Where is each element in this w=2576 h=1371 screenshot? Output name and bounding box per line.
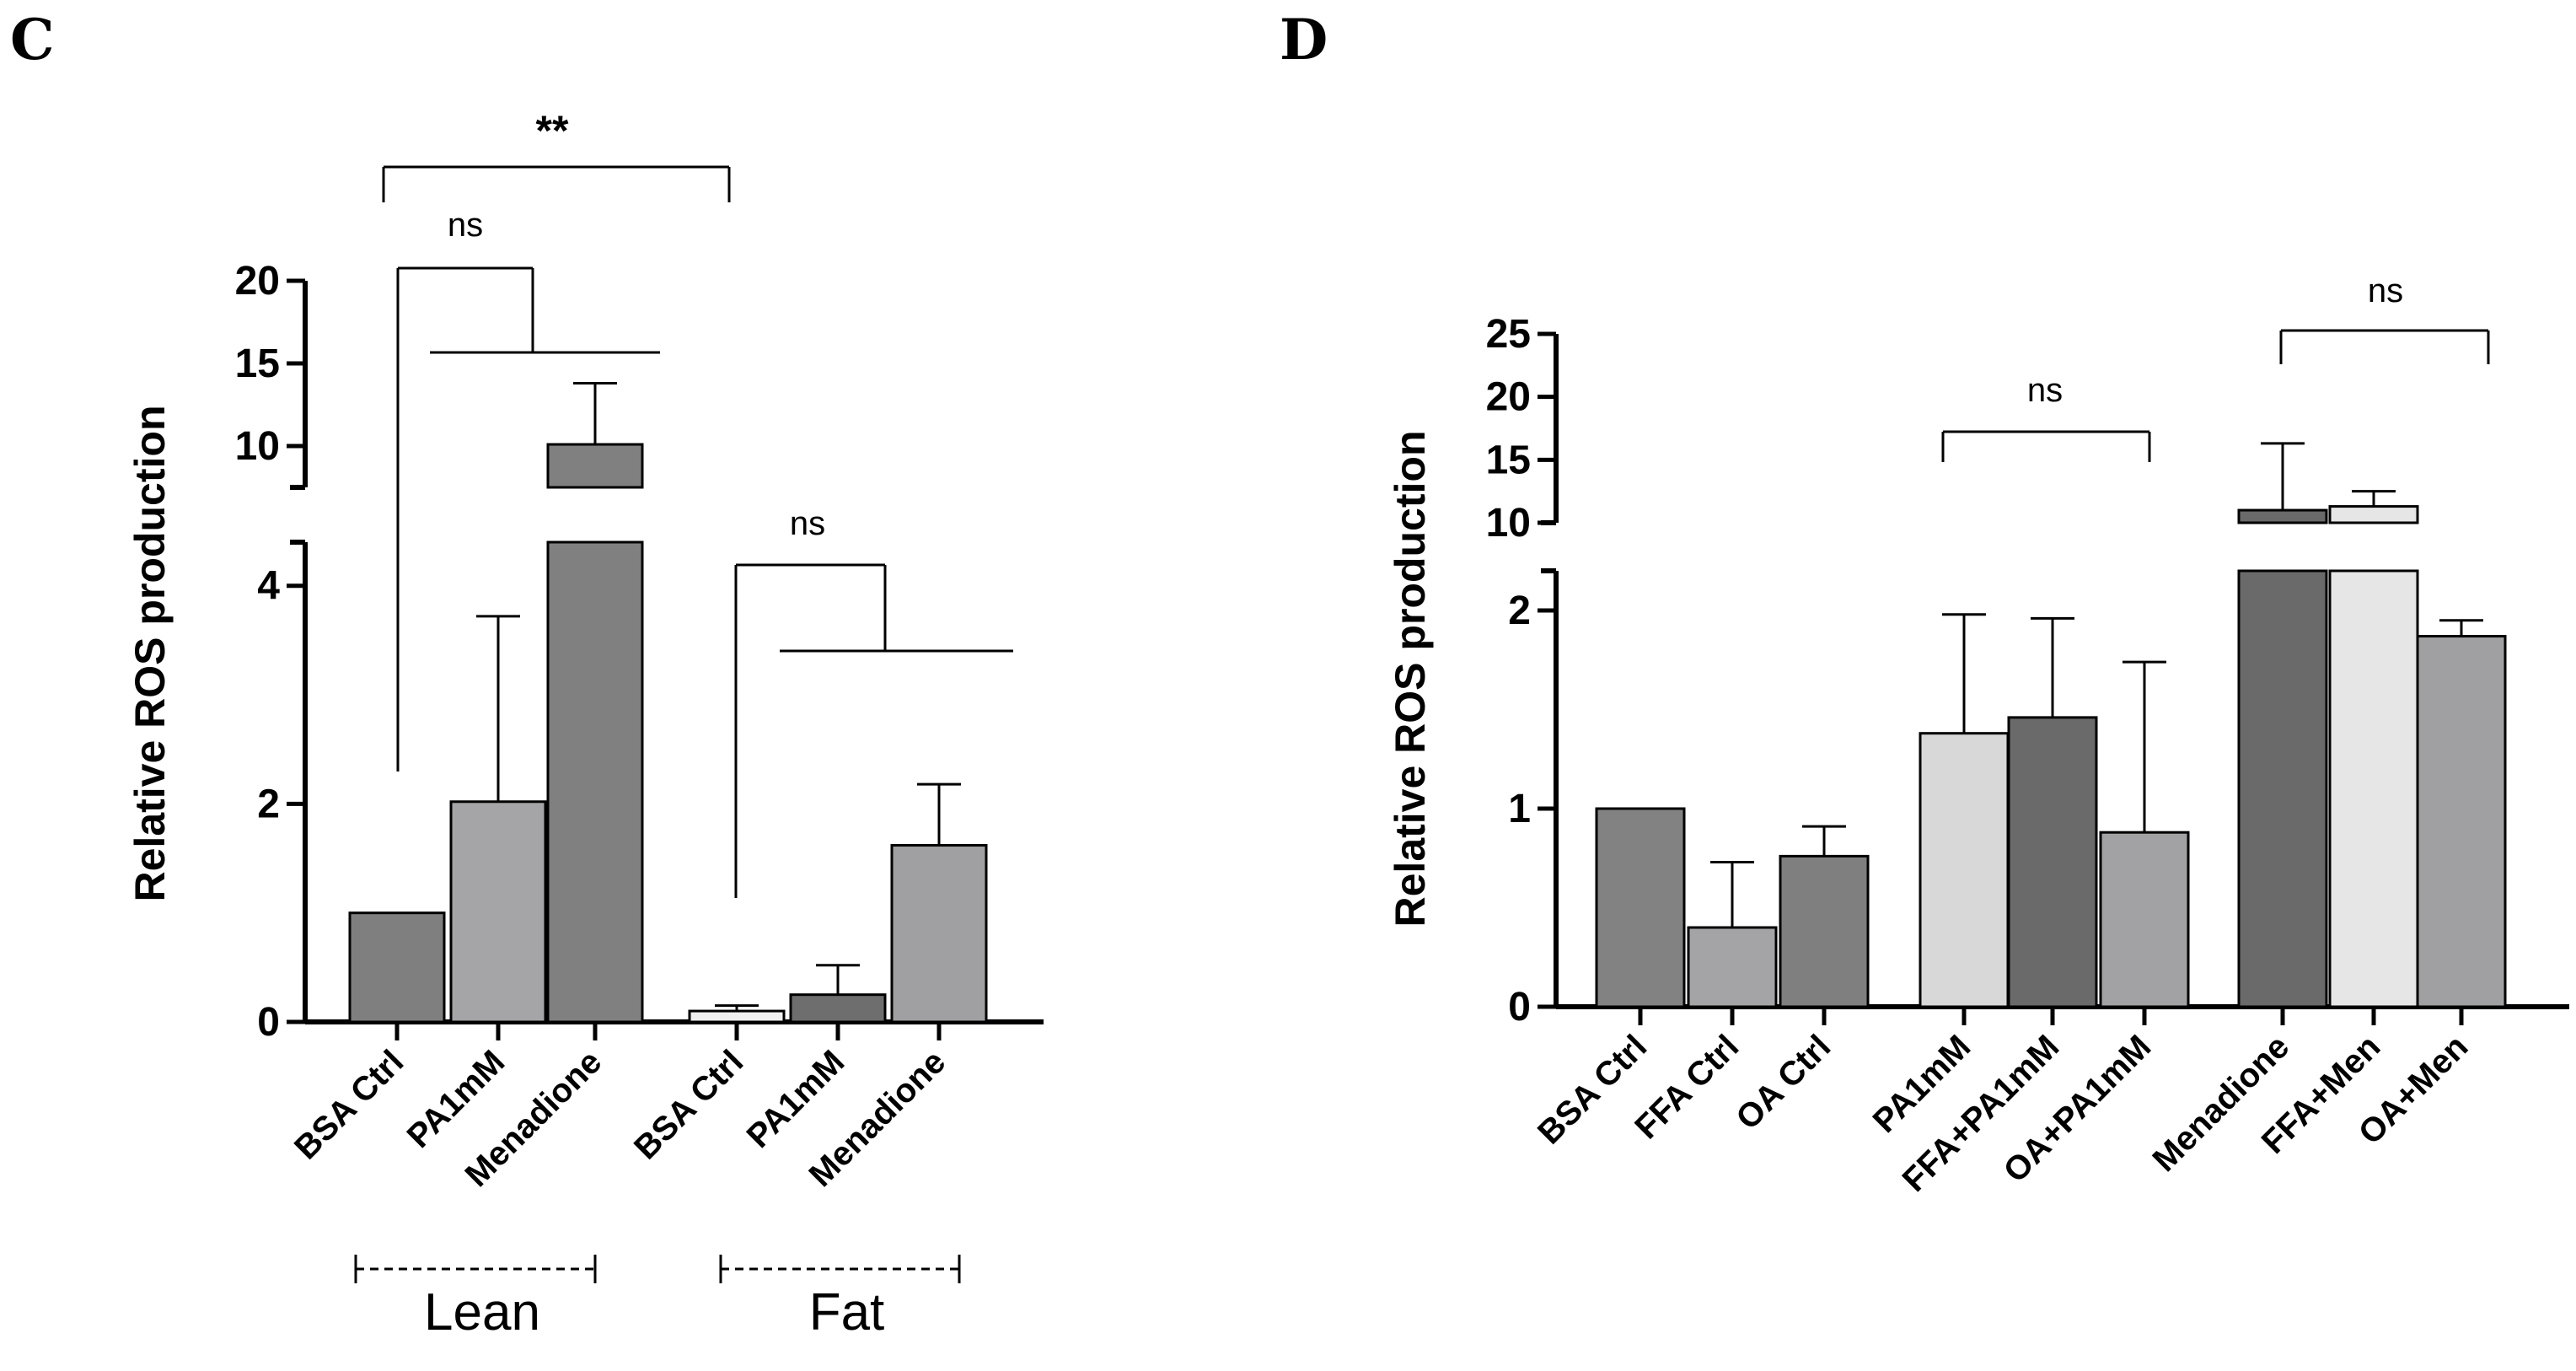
group-label: Fat xyxy=(809,1283,885,1341)
y-tick-label: 2 xyxy=(1508,589,1531,633)
category-label: BSA Ctrl xyxy=(287,1043,411,1166)
annotations-d: ns ns xyxy=(1941,272,2490,462)
group-labels-c: Lean Fat xyxy=(354,1255,961,1341)
bar xyxy=(1779,854,1870,1008)
significance-label: ns xyxy=(2027,372,2063,409)
y-tick-label: 10 xyxy=(1486,501,1531,546)
y-tick-label: 15 xyxy=(1486,438,1531,482)
bar xyxy=(688,1009,786,1024)
y-tick-label: 20 xyxy=(235,259,280,304)
category-label: Menadione xyxy=(2146,1028,2297,1179)
bars-d xyxy=(1595,505,2507,1008)
bar-upper-segment xyxy=(2328,505,2419,524)
bar xyxy=(2328,569,2419,1008)
bar-upper-segment xyxy=(546,443,644,489)
bar xyxy=(1595,807,1686,1008)
bar xyxy=(2007,716,2098,1008)
group-label: Lean xyxy=(424,1283,540,1341)
bar xyxy=(1687,926,1778,1008)
significance-label: ns xyxy=(2368,272,2403,309)
bar xyxy=(348,911,446,1024)
bar xyxy=(2416,635,2507,1008)
y-axis-title-c: Relative ROS production xyxy=(126,406,174,902)
bar-upper-segment xyxy=(2237,508,2328,524)
y-tick-label: 2 xyxy=(257,782,280,826)
y-tick-label: 4 xyxy=(257,564,280,609)
bar xyxy=(546,540,644,1024)
bar xyxy=(2099,831,2190,1008)
panel-label-c: C xyxy=(10,7,55,73)
error-bars-d xyxy=(1710,442,2483,927)
panel-c: C Relative ROS production 0 2 4 10 15 20 BSA … xyxy=(10,7,1044,1341)
annotations-c: ** ns ns xyxy=(382,107,1013,898)
y-tick-label: 15 xyxy=(235,341,280,386)
y-tick-label: 25 xyxy=(1486,312,1531,357)
y-tick-label: 1 xyxy=(1508,787,1531,831)
panel-d: D Relative ROS production 0 1 2 10 15 20 25 BS… xyxy=(1280,7,2569,1199)
bar xyxy=(789,993,887,1024)
bars-c xyxy=(348,443,988,1024)
bar xyxy=(1919,732,2010,1008)
bar xyxy=(449,800,547,1024)
category-label: OA Ctrl xyxy=(1729,1028,1838,1137)
y-tick-label: 20 xyxy=(1486,375,1531,420)
significance-label: ns xyxy=(790,505,825,542)
category-label: FFA+PA1mM xyxy=(1896,1028,2067,1199)
category-label: FFA Ctrl xyxy=(1628,1028,1746,1146)
y-axis-title-d: Relative ROS production xyxy=(1387,431,1434,927)
significance-label: ns xyxy=(448,207,483,244)
y-tick-label: 0 xyxy=(1508,985,1531,1030)
y-tick-label: 10 xyxy=(235,424,280,469)
panel-label-d: D xyxy=(1280,7,1328,73)
bar xyxy=(890,844,988,1024)
category-label: BSA Ctrl xyxy=(627,1043,750,1166)
y-tick-label: 0 xyxy=(257,1000,280,1045)
bar xyxy=(2237,569,2328,1008)
category-label: BSA Ctrl xyxy=(1531,1028,1654,1151)
significance-label: ** xyxy=(536,107,569,154)
error-bars-c xyxy=(476,382,961,1012)
